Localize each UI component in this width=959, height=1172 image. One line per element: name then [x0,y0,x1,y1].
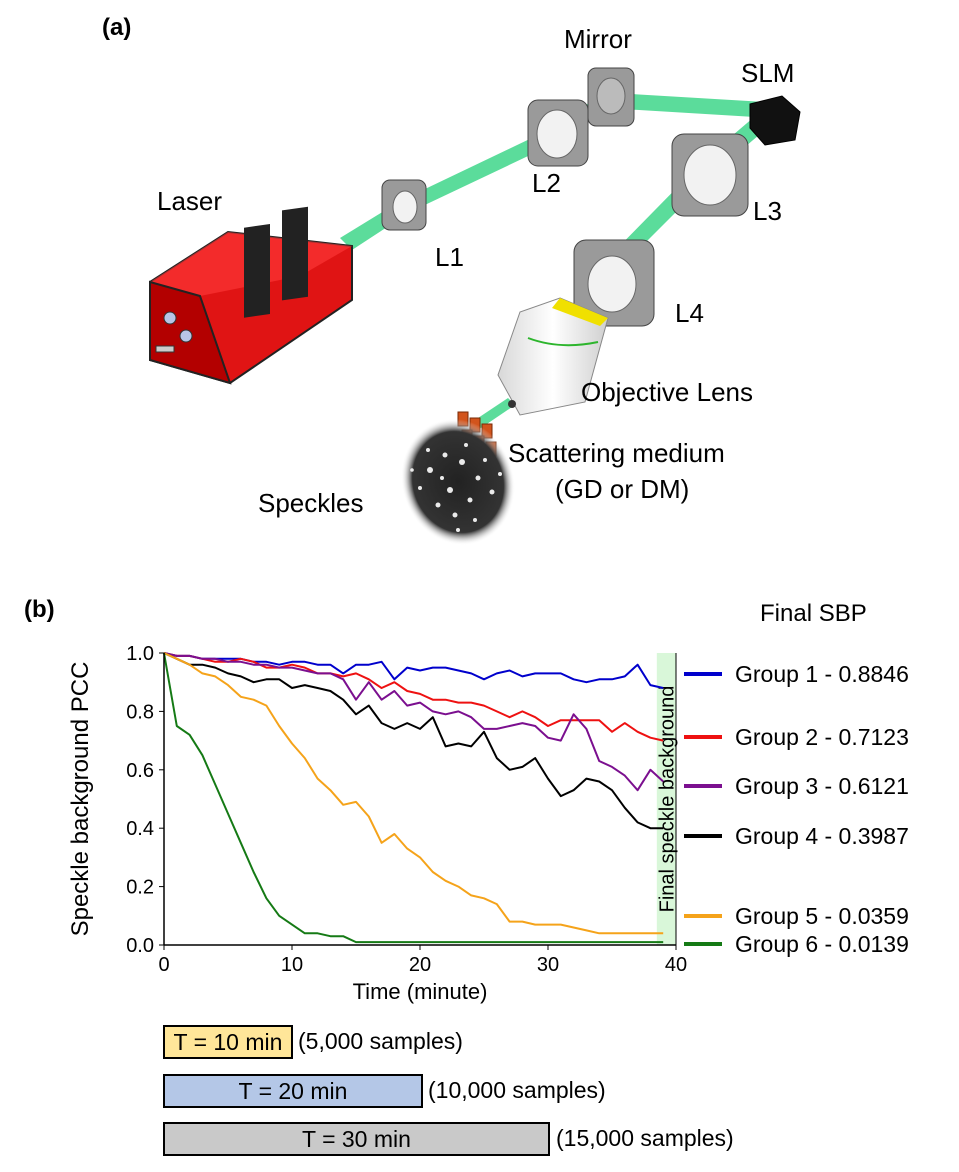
series-line-group-2 [163,652,664,742]
label-scattering-medium: Scattering medium [508,438,725,468]
y-tick-label: 0.8 [126,701,154,723]
y-tick-label: 0.4 [126,818,154,840]
label-l1: L1 [435,242,464,272]
final-region-shade [656,653,676,945]
label-l3: L3 [753,196,782,226]
sample-count-note: (15,000 samples) [556,1125,734,1151]
panel-a-label: (a) [102,14,132,41]
series-line-group-4 [163,652,664,830]
legend-entry: Group 1 - 0.8846 [735,661,909,687]
y-tick-label: 0.6 [126,760,154,782]
sample-count-note: (10,000 samples) [428,1077,606,1103]
series-line-group-6 [163,652,664,944]
series-line-group-3 [163,652,664,792]
label-mirror: Mirror [564,24,632,54]
duration-bar-label: T = 20 min [238,1077,348,1104]
duration-bar-label: T = 10 min [173,1028,283,1055]
final-region-label: Final speckle background [656,686,678,913]
pcc-line-chart: Final speckle background 0.0 0.2 0.4 0.6 0.8… [67,643,909,1004]
lens-l1-mount [381,179,427,231]
legend-entry: Group 4 - 0.3987 [735,823,909,849]
x-tick-label: 10 [281,954,303,976]
label-l2: L2 [532,168,561,198]
slm-device [749,95,801,146]
x-axis-label: Time (minute) [353,979,488,1004]
label-laser: Laser [157,186,223,216]
optical-setup-diagram [149,67,801,546]
label-slm: SLM [741,58,795,88]
label-objective-lens: Objective Lens [581,377,753,407]
speckle-pattern [401,418,515,546]
objective-lens [497,297,609,416]
y-axis-label: Speckle background PCC [67,662,94,937]
legend-entry: Group 2 - 0.7123 [735,724,909,750]
x-tick-label: 20 [409,954,431,976]
legend-entry: Group 3 - 0.6121 [735,773,909,799]
series-line-group-5 [163,652,664,935]
lens-l4-mount [573,239,655,327]
laser-device [149,206,353,385]
x-tick-label: 0 [158,954,169,976]
lens-l2-mount [527,99,589,167]
label-l4: L4 [675,298,704,328]
y-tick-label: 0.2 [126,877,154,899]
sample-count-note: (5,000 samples) [298,1028,463,1054]
mirror-mount [587,67,635,127]
lens-l3-mount [671,133,749,217]
y-tick-label: 0.0 [126,935,154,957]
y-tick-label: 1.0 [126,643,154,665]
duration-bar-30min: T = 30 min [163,1122,550,1156]
panel-b-label: (b) [24,596,55,623]
label-speckles: Speckles [258,488,364,518]
x-tick-label: 30 [537,954,559,976]
x-tick-label: 40 [665,954,687,976]
legend-entry: Group 6 - 0.0139 [735,931,909,957]
duration-bar-10min: T = 10 min [163,1025,293,1059]
duration-bar-label: T = 30 min [302,1125,411,1152]
legend-title: Final SBP [760,600,867,627]
label-scattering-type: (GD or DM) [555,474,690,504]
duration-bar-20min: T = 20 min [163,1074,423,1108]
legend-entry: Group 5 - 0.0359 [735,903,909,929]
